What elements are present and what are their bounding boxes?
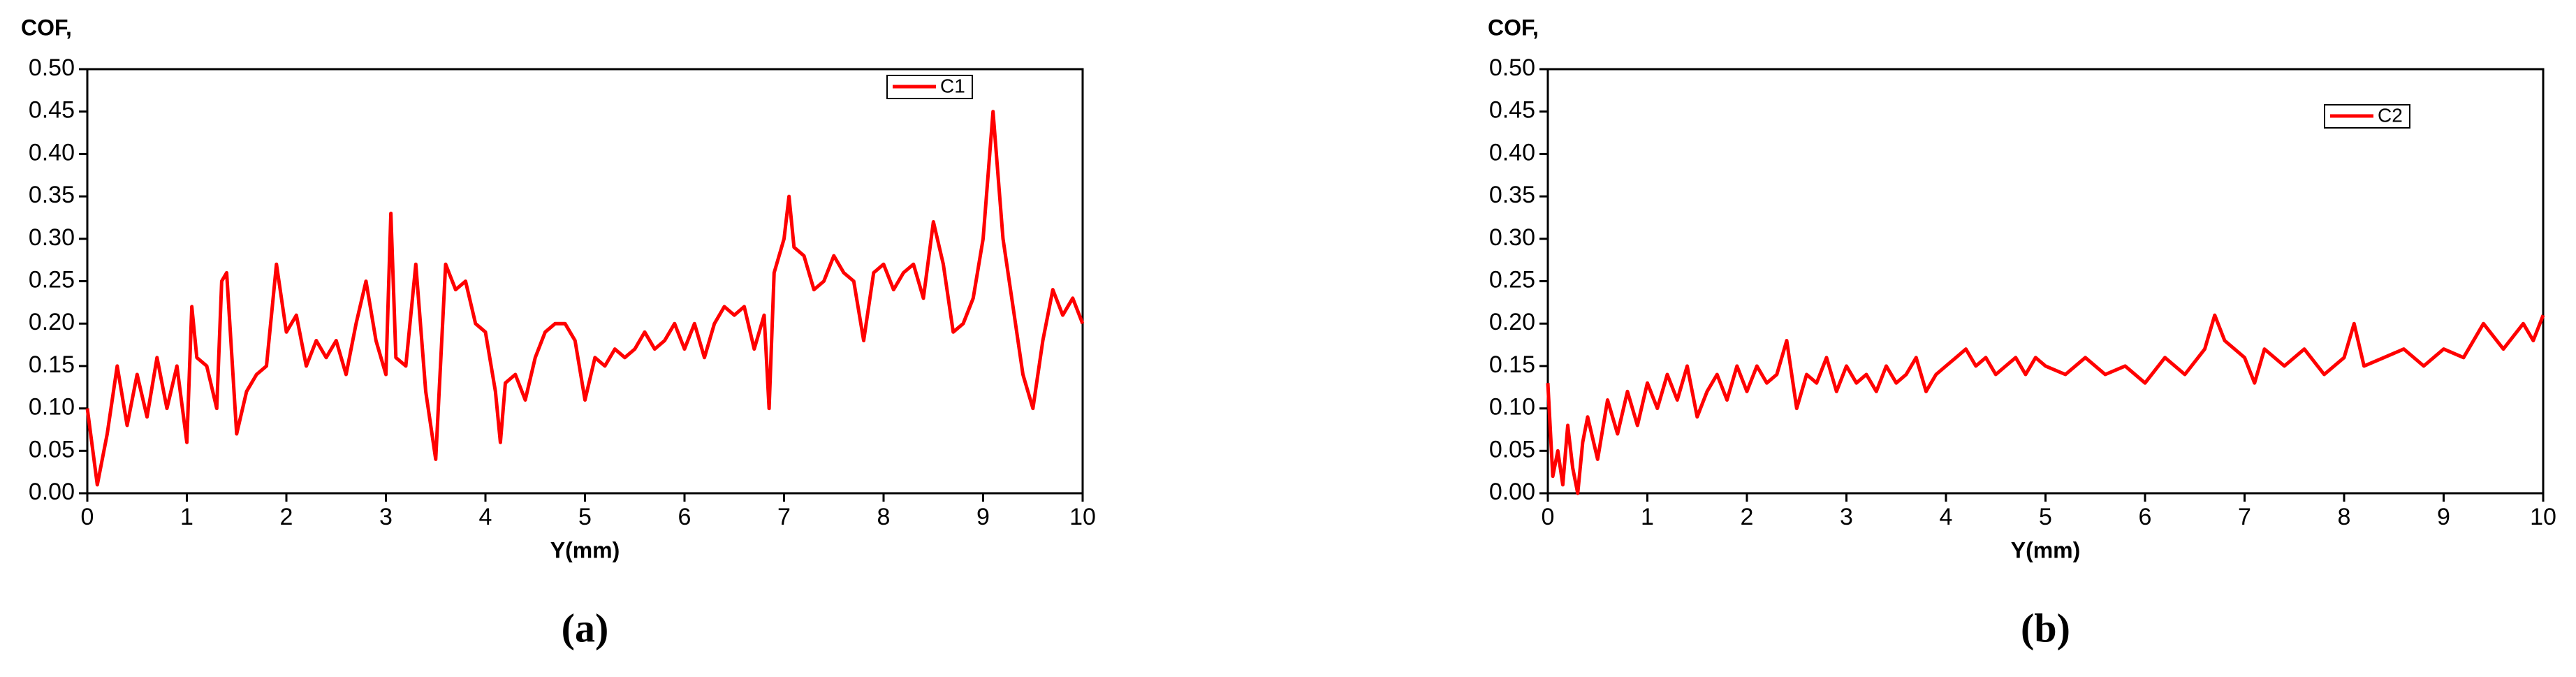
y-tick-label: 0.40 (1489, 139, 1535, 166)
x-tick-label: 5 (578, 504, 592, 530)
x-tick-label: 2 (1741, 504, 1754, 530)
caption: (b) (2021, 605, 2070, 650)
x-tick-label: 0 (81, 504, 94, 530)
x-tick-label: 9 (976, 504, 990, 530)
y-tick-label: 0.15 (1489, 351, 1535, 378)
plot-frame (1546, 68, 2545, 495)
x-tick-label: 8 (2338, 504, 2351, 530)
x-tick-label: 1 (1641, 504, 1654, 530)
x-axis-label: Y(mm) (2011, 537, 2081, 562)
y-tick-label: 0.00 (1489, 479, 1535, 505)
y-tick-label: 0.45 (1489, 97, 1535, 124)
y-tick-label: 0.50 (1489, 54, 1535, 81)
x-tick-label: 3 (1840, 504, 1853, 530)
legend-label: C1 (940, 75, 965, 96)
y-tick-label: 0.25 (1489, 266, 1535, 293)
x-tick-label: 5 (2039, 504, 2052, 530)
x-tick-label: 1 (180, 504, 193, 530)
x-tick-label: 8 (877, 504, 891, 530)
legend-label: C2 (2378, 104, 2403, 126)
x-tick-label: 10 (2530, 504, 2556, 530)
y-axis-label: COF, (21, 15, 72, 40)
x-tick-label: 6 (678, 504, 691, 530)
y-tick-label: 0.05 (29, 436, 75, 463)
data-line (1546, 313, 2545, 495)
y-tick-label: 0.25 (29, 266, 75, 293)
x-tick-label: 4 (1940, 504, 1953, 530)
y-tick-label: 0.30 (29, 224, 75, 251)
x-tick-label: 6 (2139, 504, 2152, 530)
x-tick-label: 4 (479, 504, 492, 530)
x-axis-label: Y(mm) (550, 537, 620, 562)
y-tick-label: 0.40 (29, 139, 75, 166)
y-tick-label: 0.30 (1489, 224, 1535, 251)
x-tick-label: 2 (280, 504, 293, 530)
y-tick-label: 0.20 (29, 309, 75, 335)
y-tick-label: 0.10 (29, 394, 75, 421)
y-tick-label: 0.10 (1489, 394, 1535, 421)
x-tick-label: 7 (2238, 504, 2251, 530)
y-tick-label: 0.35 (1489, 182, 1535, 208)
x-tick-label: 10 (1069, 504, 1096, 530)
x-tick-label: 3 (379, 504, 393, 530)
y-tick-label: 0.50 (29, 54, 75, 81)
y-tick-label: 0.05 (1489, 436, 1535, 463)
x-tick-label: 0 (1542, 504, 1555, 530)
y-tick-label: 0.20 (1489, 309, 1535, 335)
caption: (a) (562, 605, 609, 650)
y-tick-label: 0.35 (29, 182, 75, 208)
data-line (85, 110, 1085, 487)
y-tick-label: 0.45 (29, 97, 75, 124)
x-tick-label: 9 (2437, 504, 2450, 530)
y-tick-label: 0.15 (29, 351, 75, 378)
y-axis-label: COF, (1488, 15, 1539, 40)
y-tick-label: 0.00 (29, 479, 75, 505)
x-tick-label: 7 (777, 504, 791, 530)
